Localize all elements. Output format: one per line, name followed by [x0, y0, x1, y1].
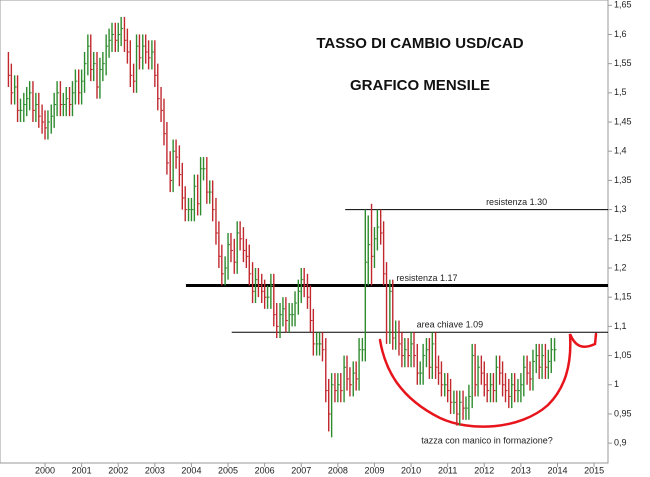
- level-label: resistenza 1.17: [396, 273, 457, 283]
- chart-title: TASSO DI CAMBIO USD/CAD: [316, 35, 523, 52]
- annotation: tazza con manico in formazione?: [421, 435, 553, 445]
- x-tick-label: 2004: [181, 465, 201, 475]
- x-tick-label: 2015: [584, 465, 604, 475]
- x-tick-label: 2002: [108, 465, 128, 475]
- y-tick-label: 1,15: [614, 292, 632, 302]
- x-tick-label: 2000: [35, 465, 55, 475]
- y-tick-label: 1,2: [614, 262, 627, 272]
- y-tick-label: 1,3: [614, 204, 627, 214]
- x-tick-label: 2005: [218, 465, 238, 475]
- x-tick-label: 2014: [547, 465, 567, 475]
- y-tick-label: 1,6: [614, 29, 627, 39]
- plot-frame: [0, 0, 609, 464]
- y-tick-label: 1,05: [614, 350, 632, 360]
- x-tick-label: 2008: [328, 465, 348, 475]
- level-label: resistenza 1.30: [486, 197, 547, 207]
- y-tick-label: 1,35: [614, 175, 632, 185]
- y-tick-label: 1,5: [614, 87, 627, 97]
- y-tick-label: 1: [614, 379, 619, 389]
- y-tick-label: 1,1: [614, 321, 627, 331]
- y-tick-label: 1,4: [614, 146, 627, 156]
- x-tick-label: 2003: [145, 465, 165, 475]
- level-label: area chiave 1.09: [417, 320, 484, 330]
- y-tick-label: 1,65: [614, 0, 632, 10]
- y-tick-label: 1,45: [614, 116, 632, 126]
- x-tick-label: 2009: [364, 465, 384, 475]
- x-tick-label: 2013: [511, 465, 531, 475]
- y-tick-label: 1,25: [614, 233, 632, 243]
- y-tick-label: 0,9: [614, 438, 627, 448]
- y-tick-label: 1,55: [614, 58, 632, 68]
- x-tick-label: 2010: [401, 465, 421, 475]
- cup-handle-sketch: [378, 332, 598, 428]
- x-tick-label: 2007: [291, 465, 311, 475]
- chart-subtitle: GRAFICO MENSILE: [350, 77, 490, 94]
- x-tick-label: 2011: [438, 465, 457, 475]
- y-tick-label: 0,95: [614, 408, 632, 418]
- x-tick-label: 2006: [255, 465, 275, 475]
- x-tick-label: 2012: [474, 465, 494, 475]
- x-tick-label: 2001: [72, 465, 92, 475]
